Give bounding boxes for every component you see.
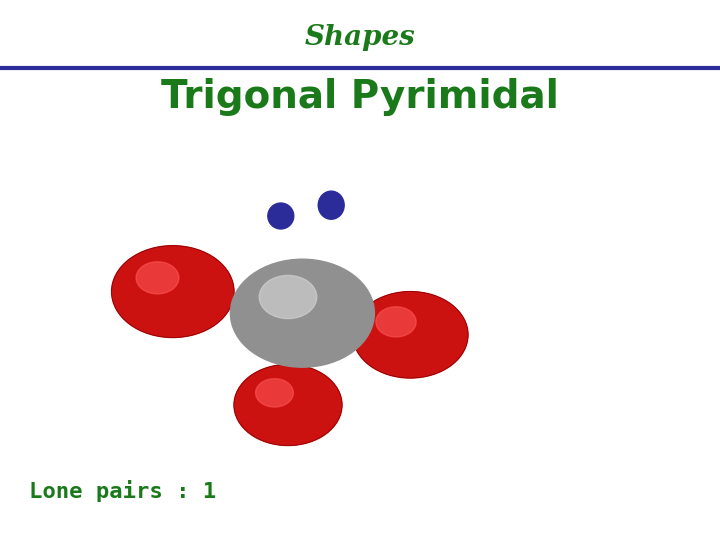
Text: Lone pairs : 1: Lone pairs : 1: [29, 481, 216, 502]
Circle shape: [112, 246, 234, 338]
Circle shape: [353, 292, 468, 378]
Ellipse shape: [268, 203, 294, 229]
Circle shape: [230, 259, 374, 367]
Circle shape: [376, 307, 416, 337]
Circle shape: [256, 379, 294, 407]
Circle shape: [259, 275, 317, 319]
Text: Shapes: Shapes: [305, 24, 415, 51]
Text: Trigonal Pyrimidal: Trigonal Pyrimidal: [161, 78, 559, 116]
Circle shape: [136, 262, 179, 294]
Ellipse shape: [318, 191, 344, 219]
Circle shape: [234, 364, 342, 445]
